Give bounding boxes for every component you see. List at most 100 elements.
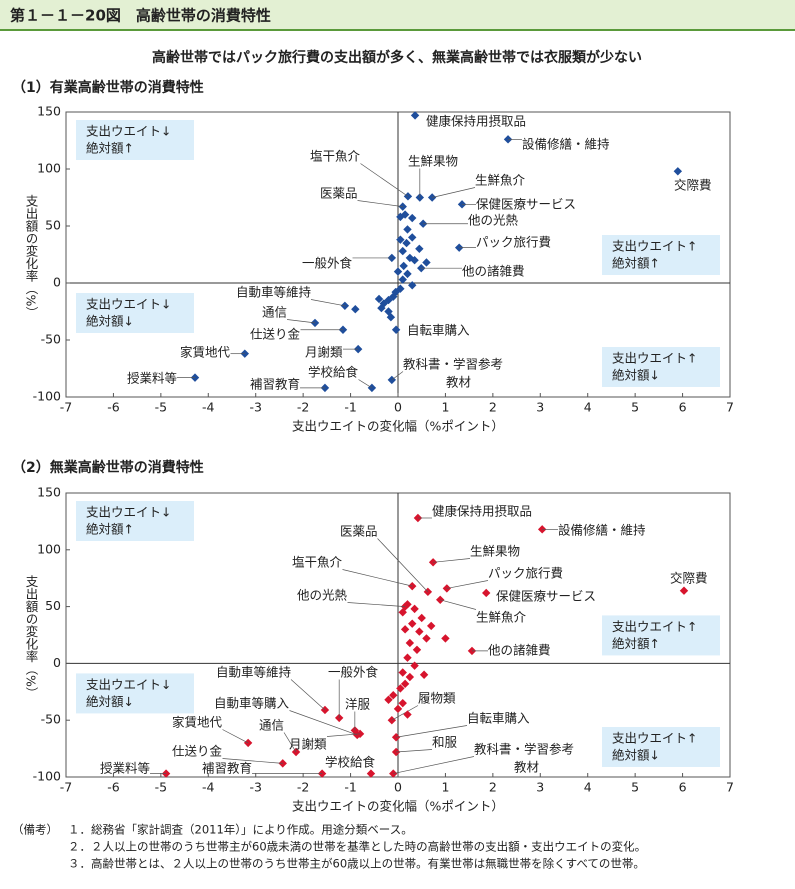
data-point (389, 691, 398, 700)
data-point (384, 695, 393, 704)
quadrant-box (602, 615, 720, 656)
data-point (374, 294, 384, 304)
x-tick-label: 4 (584, 780, 592, 795)
x-tick-label: -1 (344, 400, 356, 415)
point-label: 教材 (446, 375, 471, 390)
leader-line (391, 705, 419, 721)
quadrant-note: 支出ウエイト↓ (86, 297, 171, 312)
leader-line (396, 749, 433, 753)
point-label: 交際費 (670, 571, 708, 586)
data-point (396, 235, 405, 244)
leader-line (222, 729, 249, 744)
point-label: 自動車等維持 (236, 285, 311, 300)
leader-line (358, 379, 373, 389)
data-point (351, 305, 360, 314)
x-tick-label: -4 (202, 400, 215, 415)
point-label: 自転車購入 (407, 323, 470, 338)
point-label: 保健医療サービス (496, 589, 596, 604)
point-label: 他の光熱 (468, 213, 519, 228)
point-label: 自動車等購入 (214, 696, 290, 711)
quadrant-box (76, 673, 194, 714)
x-tick-label: -3 (249, 400, 261, 415)
data-point (403, 600, 412, 609)
x-tick-label: -7 (60, 400, 72, 415)
quadrant-note: 支出ウエイト↑ (612, 731, 697, 746)
x-tick-label: 0 (394, 780, 402, 795)
point-label: 和服 (432, 735, 458, 750)
data-point (278, 759, 287, 768)
y-axis-label: 支出額の変化率（%） (24, 575, 39, 699)
point-label: 交際費 (674, 178, 712, 193)
quadrant-note: 絶対額↓ (612, 368, 660, 383)
x-tick-label: 5 (631, 780, 639, 795)
data-point (415, 627, 424, 636)
data-point (410, 661, 419, 670)
quadrant-note: 支出ウエイト↓ (86, 677, 171, 692)
x-tick-label: -4 (202, 780, 215, 795)
x-tick-label: -6 (107, 400, 120, 415)
x-tick-label: 0 (394, 400, 402, 415)
point-label: 補習教育 (202, 761, 252, 776)
y-tick-label: 0 (53, 275, 61, 290)
note-item: ２．２人以上の世帯のうち世帯主が60歳未満の世帯を基準とした時の高齢世帯の支出額… (68, 840, 646, 854)
data-point (398, 608, 407, 617)
quadrant-box (76, 293, 194, 333)
leader-line (357, 200, 403, 207)
point-label: 一般外食 (302, 256, 353, 271)
point-label: 自動車等維持 (216, 665, 291, 680)
data-point (427, 621, 436, 631)
quadrant-box (602, 727, 720, 767)
quadrant-note: 支出ウエイト↓ (86, 124, 171, 139)
data-point (320, 705, 330, 715)
quadrant-note: 支出ウエイト↑ (612, 619, 697, 634)
data-point (417, 613, 426, 623)
y-tick-label: -50 (41, 712, 61, 727)
point-label: 仕送り金 (250, 327, 301, 342)
data-point (400, 210, 410, 219)
data-point (410, 604, 419, 614)
data-point (320, 383, 330, 393)
data-point (399, 261, 408, 271)
x-tick-label: 7 (726, 780, 734, 795)
note-item: ３．高齢世帯とは、２人以上の世帯のうち世帯主が60歳以上の世帯。有業世帯は無職世… (68, 857, 645, 871)
point-label: 家賃地代 (172, 715, 223, 730)
y-tick-label: 150 (37, 104, 61, 119)
x-tick-label: 1 (441, 400, 449, 415)
data-point (391, 325, 401, 334)
data-point (403, 192, 413, 201)
quadrant-note: 支出ウエイト↑ (612, 239, 697, 254)
quadrant-note: 絶対額↑ (612, 256, 660, 271)
point-label: 生鮮果物 (470, 544, 520, 559)
point-label: 教科書・学習参考 (474, 742, 574, 757)
point-label: 家賃地代 (180, 345, 231, 360)
leader-line (286, 319, 316, 324)
data-point (422, 258, 431, 267)
quadrant-box (602, 347, 720, 387)
x-tick-label: 6 (679, 780, 687, 795)
leader-line (433, 558, 471, 563)
leader-line (326, 733, 361, 737)
point-label: 授業料等 (127, 371, 177, 386)
quadrant-note: 絶対額↑ (612, 636, 660, 651)
data-point (400, 679, 410, 689)
y-tick-label: 150 (37, 485, 61, 500)
point-label: 学校給食 (325, 755, 376, 770)
quadrant-note: 絶対額↓ (612, 748, 660, 763)
y-tick-label: 50 (45, 598, 61, 613)
data-point (422, 634, 431, 643)
chart-title: （2）無業高齢世帯の消費特性 (12, 459, 204, 476)
data-point (310, 318, 320, 328)
leader-line (446, 580, 489, 589)
x-tick-label: -2 (297, 400, 309, 415)
x-tick-label: -2 (297, 780, 309, 795)
data-point (410, 111, 420, 120)
leader-line (289, 710, 358, 736)
data-point (415, 244, 424, 253)
data-point (408, 213, 417, 223)
data-point (408, 281, 417, 290)
data-point (403, 710, 412, 719)
point-label: 一般外食 (328, 665, 379, 680)
point-label: 生鮮魚介 (476, 610, 527, 625)
quadrant-note: 絶対額↑ (86, 141, 134, 156)
data-point (398, 275, 407, 284)
